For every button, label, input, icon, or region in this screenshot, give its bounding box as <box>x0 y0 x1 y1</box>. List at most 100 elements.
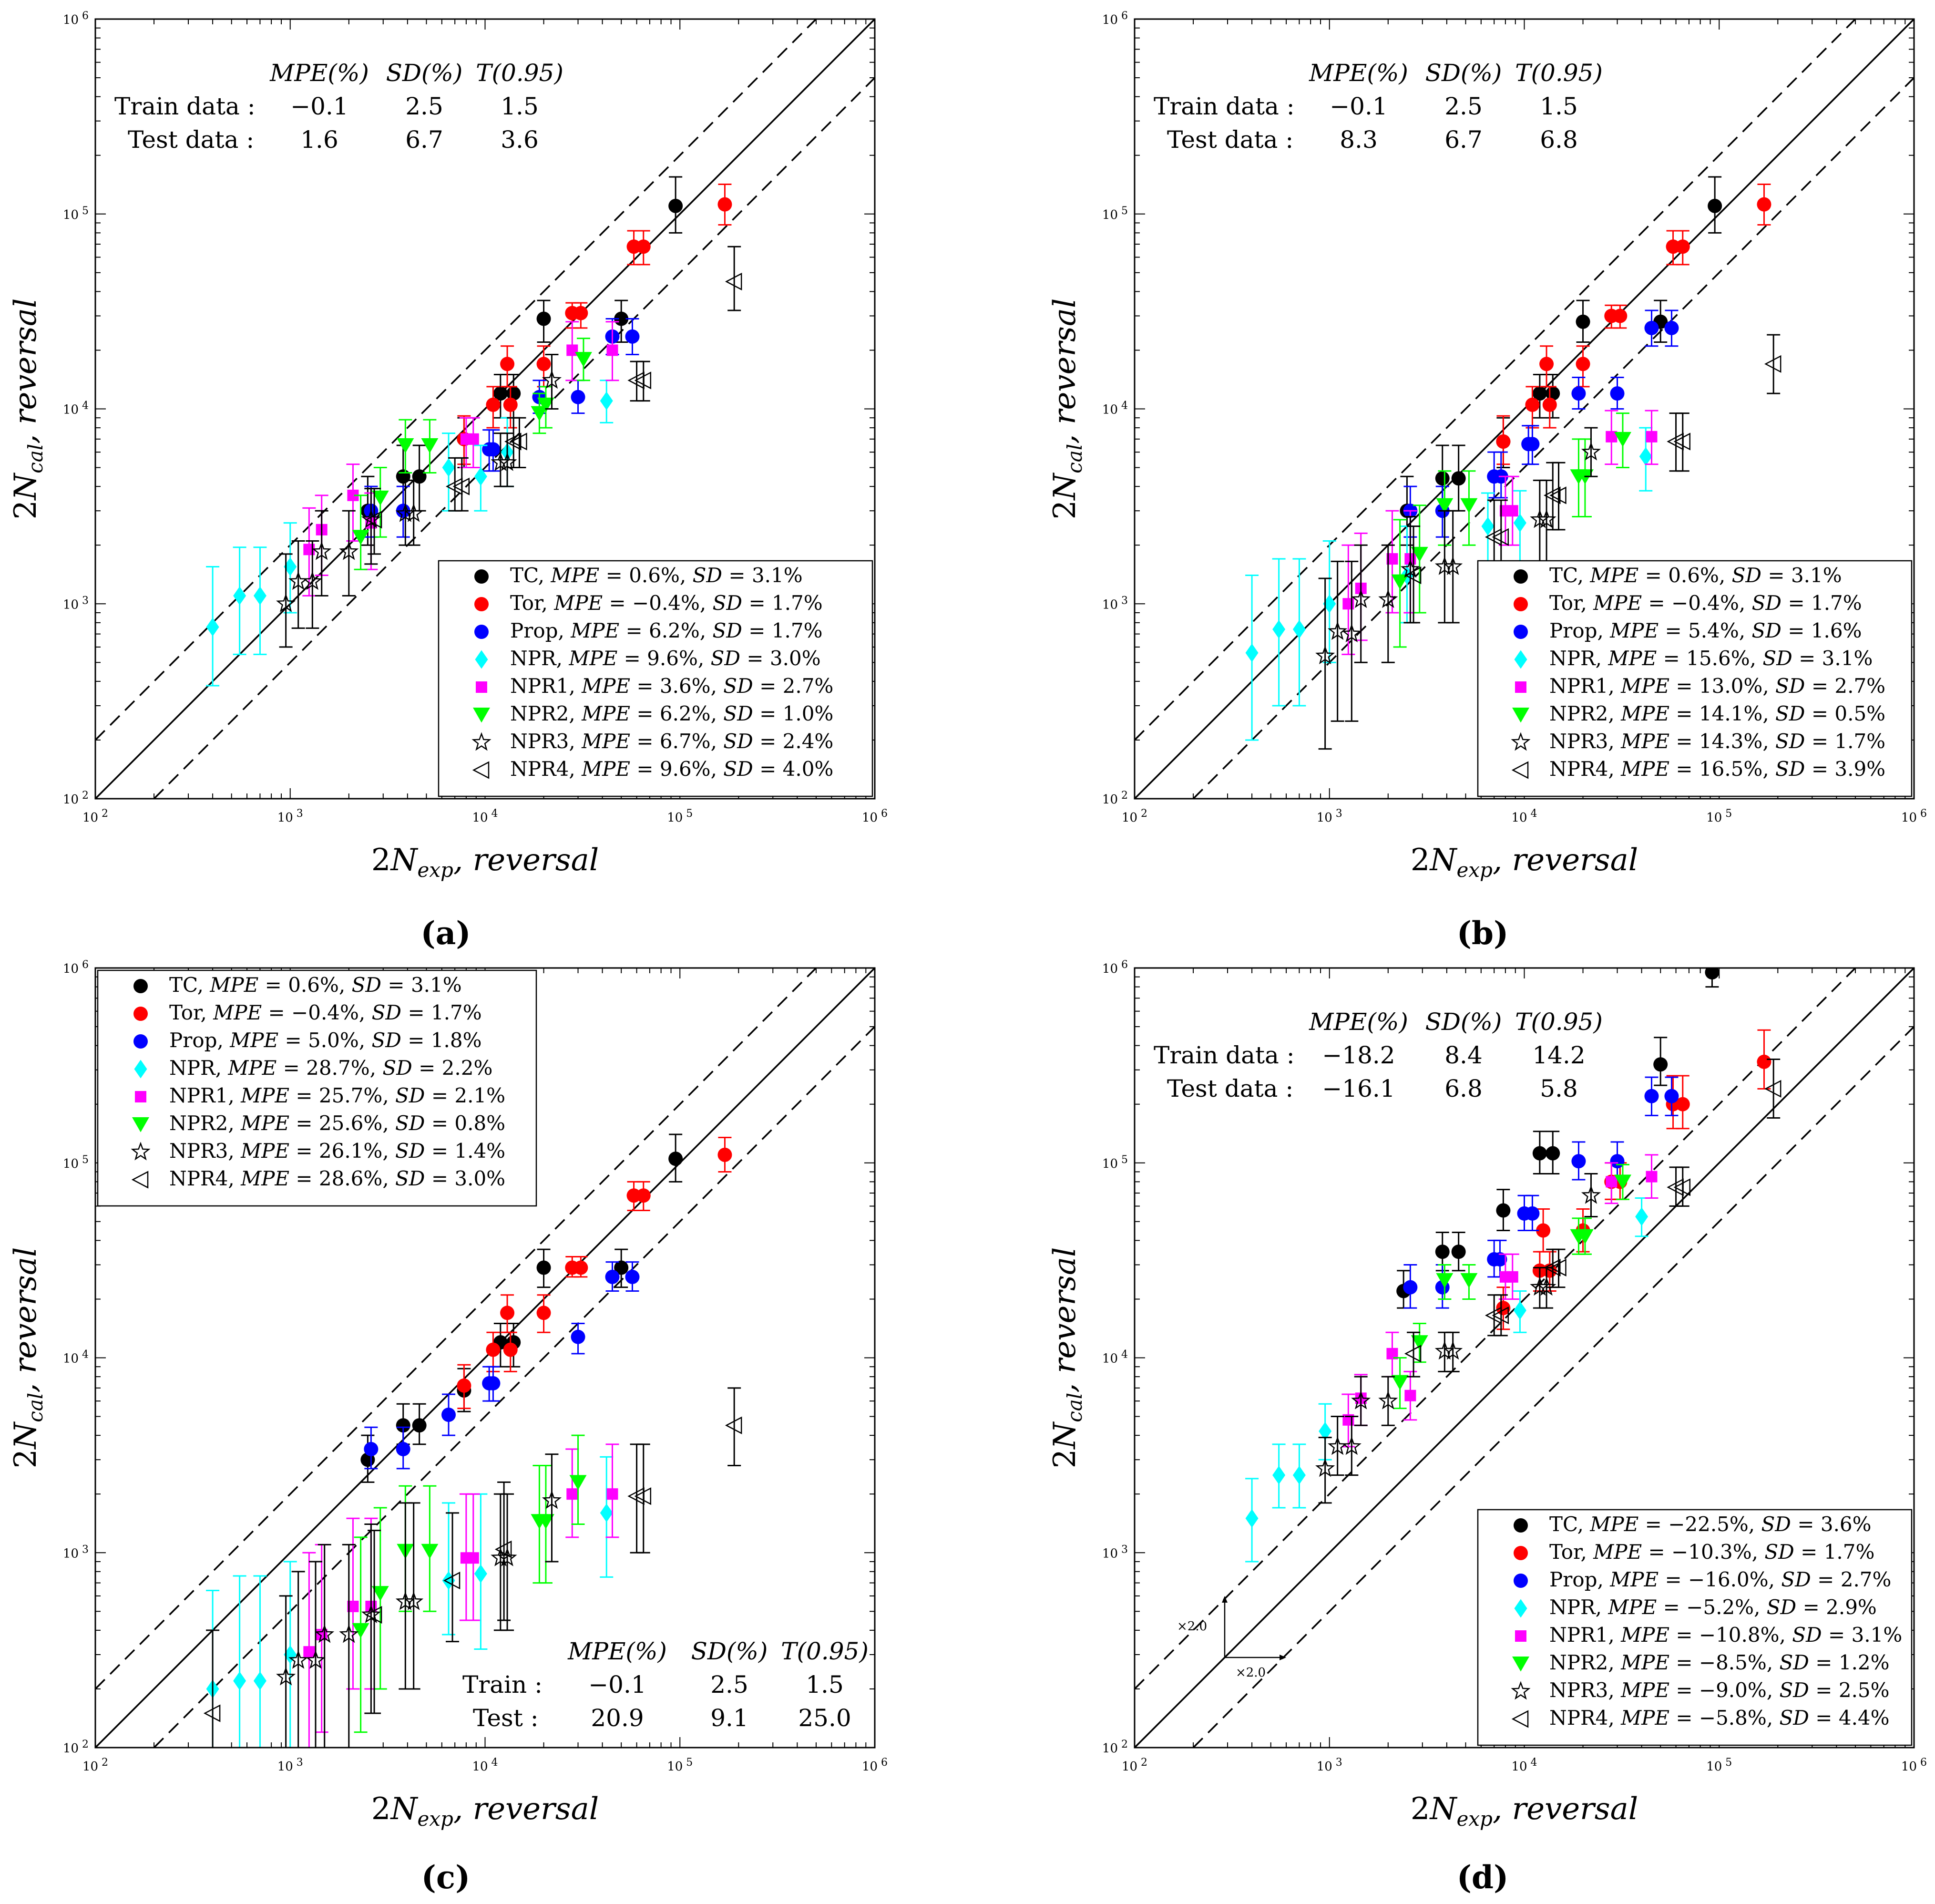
marker-NPR2 <box>537 1514 554 1529</box>
marker-NPR1 <box>467 433 479 445</box>
line-y-equals-half-x <box>153 1026 875 1748</box>
marker-NPR <box>233 586 246 605</box>
marker-NPR4 <box>1404 1345 1422 1363</box>
data-points <box>206 176 742 687</box>
series-NPR <box>1245 427 1653 741</box>
marker-Tor <box>573 306 588 320</box>
legend-label: Prop, MPE = 5.4%, SD = 1.6% <box>1549 619 1862 642</box>
marker-TC <box>1708 198 1722 213</box>
stats-header: SD(%) <box>1425 1008 1502 1036</box>
series-TC <box>1396 968 1720 1309</box>
marker-NPR2 <box>421 1544 439 1559</box>
marker-NPR3 <box>471 732 491 751</box>
marker-NPR2 <box>1576 1229 1594 1245</box>
marker-NPR3 <box>361 509 381 528</box>
y-tick-label: 10 6 <box>1102 959 1128 976</box>
stats-value: −0.1 <box>588 1671 646 1698</box>
legend-label: Tor, MPE = −0.4%, SD = 1.7% <box>169 1001 482 1024</box>
error-bar <box>636 1443 650 1554</box>
error-bar <box>727 1387 741 1466</box>
error-bar <box>1494 1294 1508 1337</box>
error-bar <box>368 488 381 555</box>
marker-Tor <box>1757 1054 1771 1069</box>
x-tick-label: 10 2 <box>82 1757 108 1774</box>
marker-NPR3 <box>276 593 296 612</box>
marker-Prop <box>605 1269 620 1284</box>
marker-Prop <box>1571 386 1586 401</box>
marker-NPR <box>284 557 297 576</box>
marker-Tor <box>717 197 732 212</box>
marker-NPR <box>1481 517 1495 536</box>
marker-Tor <box>486 397 501 412</box>
x-tick-label: 10 5 <box>1706 1757 1732 1774</box>
stats-value: 9.1 <box>710 1704 748 1732</box>
stats-header: MPE(%) <box>269 59 369 87</box>
marker-NPR3 <box>1511 1681 1531 1700</box>
marker-NPR <box>1513 1301 1526 1320</box>
marker-Prop <box>396 1442 410 1457</box>
x-tick-label: 10 4 <box>472 1757 498 1774</box>
marker-NPR1 <box>303 1646 315 1658</box>
series-Prop <box>364 1261 640 1470</box>
marker-TC <box>1435 471 1450 486</box>
stats-value: 5.8 <box>1540 1075 1578 1102</box>
error-bar <box>1446 510 1460 624</box>
series-NPR3 <box>276 1453 562 1748</box>
marker-NPR1 <box>1646 1171 1658 1183</box>
error-bar <box>1407 525 1421 624</box>
marker-TC <box>412 1418 427 1433</box>
marker-TC <box>133 979 148 993</box>
error-bar <box>342 510 356 597</box>
legend-label: NPR3, MPE = 26.1%, SD = 1.4% <box>169 1139 505 1163</box>
marker-Tor <box>636 1188 651 1203</box>
legend-item: NPR4, MPE = 16.5%, SD = 3.9% <box>1511 757 1885 781</box>
marker-NPR <box>474 467 487 486</box>
y-tick-label: 10 4 <box>1102 1349 1128 1366</box>
legend-label: TC, MPE = 0.6%, SD = 3.1% <box>1549 564 1842 587</box>
legend-label: Prop, MPE = −16.0%, SD = 2.7% <box>1549 1568 1891 1591</box>
error-bar <box>1318 1437 1332 1504</box>
legend-label: NPR2, MPE = 6.2%, SD = 1.0% <box>510 702 833 725</box>
stats-row-label: Test : <box>473 1704 539 1732</box>
marker-NPR <box>206 618 219 637</box>
x-axis-label: 2Nexp, reversal <box>1411 1791 1638 1831</box>
marker-NPR3 <box>131 1142 151 1161</box>
stats-row-label: Test data : <box>128 126 254 154</box>
marker-NPR <box>233 1671 246 1690</box>
error-bar <box>446 1512 460 1643</box>
stats-table: MPE(%) SD(%) T(0.95) Train data : −18.2 8.4 14… <box>1154 1008 1603 1102</box>
legend-item: Tor, MPE = −0.4%, SD = 1.7% <box>133 1001 482 1024</box>
marker-NPR <box>284 1645 297 1664</box>
marker-Prop <box>1403 1280 1418 1295</box>
stats-value: 1.5 <box>806 1671 844 1698</box>
marker-Tor <box>717 1147 732 1162</box>
panel-caption: (b) <box>1457 915 1509 952</box>
legend-box <box>1477 560 1913 797</box>
marker-NPR <box>1514 650 1527 669</box>
legend-label: NPR3, MPE = 6.7%, SD = 2.4% <box>510 730 833 753</box>
marker-TC <box>668 198 683 213</box>
marker-Prop <box>486 1376 501 1390</box>
arrow-head-icon <box>1222 1595 1228 1603</box>
legend-label: NPR4, MPE = 9.6%, SD = 4.0% <box>510 757 833 781</box>
marker-TC <box>1496 1203 1511 1218</box>
data-points <box>203 1133 742 1748</box>
stats-header: T(0.95) <box>476 59 563 87</box>
legend-item: NPR2, MPE = 14.1%, SD = 0.5% <box>1512 702 1885 725</box>
marker-TC <box>614 1260 629 1275</box>
marker-NPR2 <box>1436 498 1454 514</box>
y-tick-label: 10 2 <box>63 1739 89 1756</box>
error-bar <box>1381 1376 1395 1426</box>
error-bar <box>407 479 420 546</box>
marker-TC <box>1532 386 1547 401</box>
marker-NPR4 <box>1544 1258 1561 1277</box>
stats-header: T(0.95) <box>1515 59 1603 87</box>
marker-Tor <box>500 1306 515 1320</box>
stats-value: −18.2 <box>1322 1041 1395 1069</box>
legend-label: NPR4, MPE = 28.6%, SD = 3.0% <box>169 1167 505 1190</box>
marker-Tor <box>1539 357 1554 371</box>
marker-NPR4 <box>510 432 527 451</box>
series-NPR <box>1245 1197 1648 1563</box>
marker-Tor <box>1542 397 1557 412</box>
y-axis-label: 2Ncal, reversal <box>1047 1247 1086 1469</box>
